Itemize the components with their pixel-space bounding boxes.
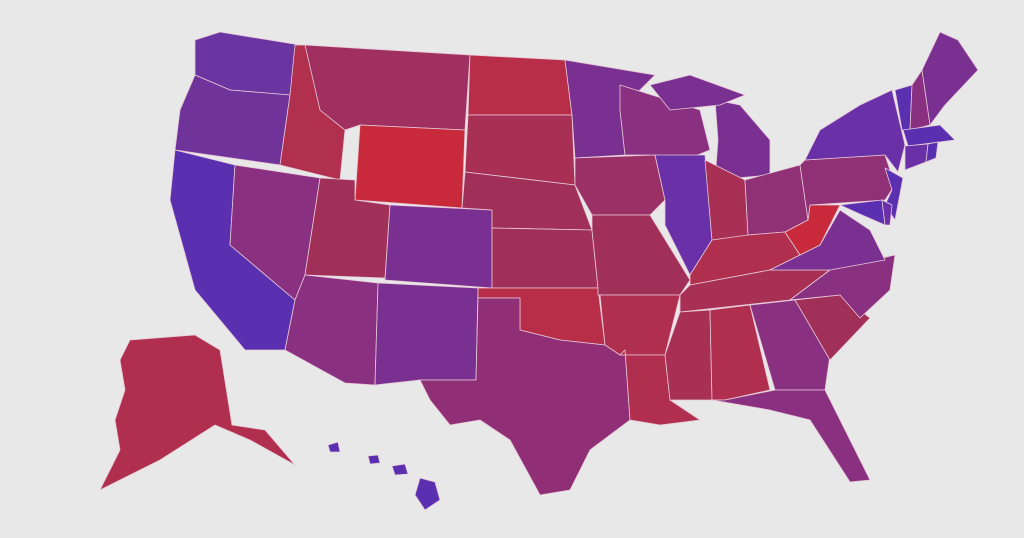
state-michigan-upper[interactable] bbox=[649, 74, 746, 111]
state-delaware[interactable] bbox=[881, 199, 893, 226]
state-hawaii-maui[interactable] bbox=[391, 463, 409, 476]
state-montana[interactable] bbox=[304, 44, 471, 131]
state-wyoming[interactable] bbox=[354, 124, 466, 209]
state-iowa[interactable] bbox=[574, 154, 666, 216]
state-georgia[interactable] bbox=[749, 299, 831, 391]
state-hawaii-oahu[interactable] bbox=[367, 454, 381, 465]
state-maine[interactable] bbox=[921, 31, 979, 126]
state-pennsylvania[interactable] bbox=[799, 154, 896, 221]
state-hawaii-big-island[interactable] bbox=[414, 477, 441, 511]
state-alabama[interactable] bbox=[709, 304, 771, 401]
state-hawaii-kauai[interactable] bbox=[327, 441, 341, 453]
state-florida[interactable] bbox=[711, 389, 871, 483]
state-new-mexico[interactable] bbox=[374, 282, 479, 386]
state-massachusetts[interactable] bbox=[902, 124, 956, 147]
state-colorado[interactable] bbox=[384, 204, 493, 289]
state-alaska[interactable] bbox=[99, 334, 296, 491]
state-north-dakota[interactable] bbox=[467, 54, 573, 116]
state-new-york[interactable] bbox=[804, 89, 906, 173]
state-rhode-island[interactable] bbox=[925, 141, 939, 163]
state-kansas[interactable] bbox=[491, 227, 599, 289]
